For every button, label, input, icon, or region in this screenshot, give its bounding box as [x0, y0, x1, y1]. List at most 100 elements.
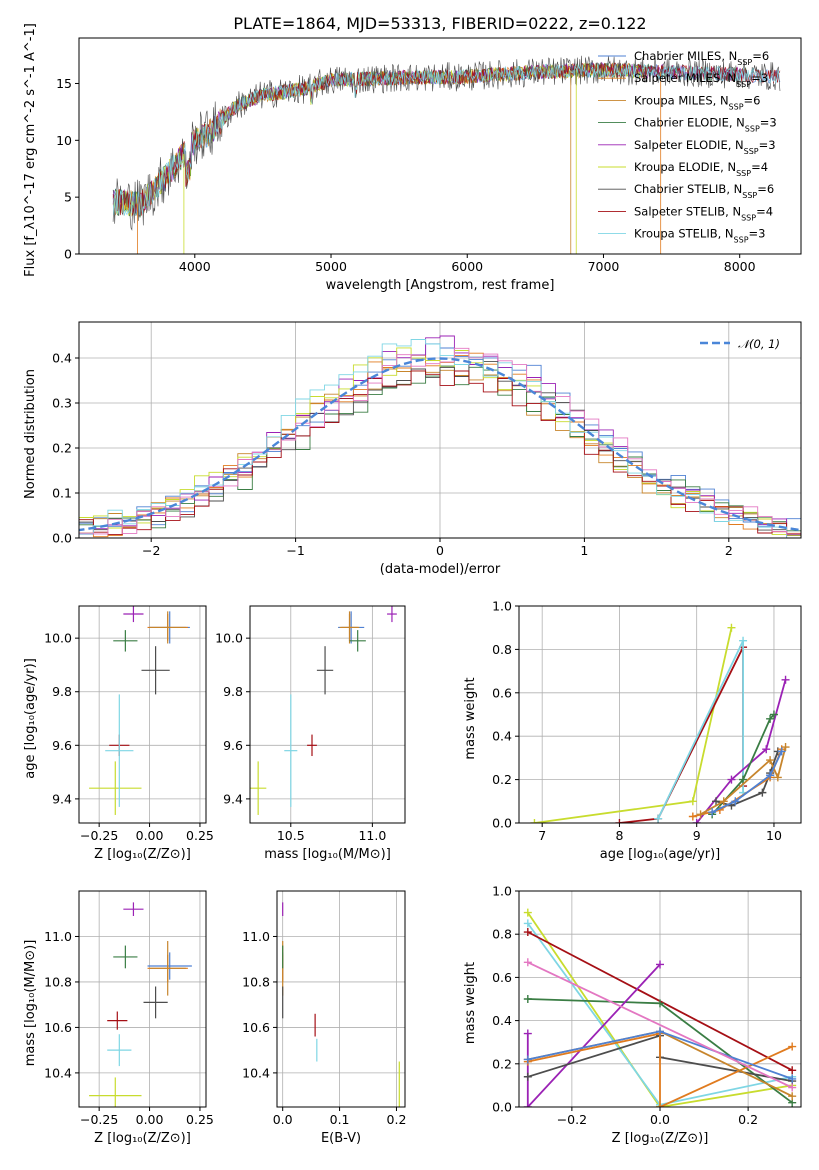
spectrum-series-line: [112, 63, 781, 216]
weight-marker: [773, 773, 782, 782]
axes-frame: [276, 890, 406, 1108]
y-tick-label: 10.8: [44, 974, 72, 989]
y-tick-label: 9.4: [52, 791, 72, 806]
y-tick-label: 0.6: [492, 685, 512, 700]
x-tick-label: 7: [538, 828, 546, 843]
axes-frame: [78, 605, 207, 824]
legend-value: =3: [751, 71, 768, 85]
spectrum-lines: [112, 55, 781, 254]
weight-marker: [696, 810, 705, 819]
weight-marker: [788, 1083, 797, 1092]
weight-marker: [688, 812, 697, 821]
x-tick-label: 0.0: [650, 1112, 670, 1127]
legend-value: =6: [744, 93, 761, 107]
legend-subscript: SSP: [741, 213, 756, 222]
weight-marker: [731, 797, 740, 806]
x-tick-label: 0.25: [186, 1112, 214, 1127]
weight-marker: [523, 908, 532, 917]
weight-marker: [788, 1092, 797, 1101]
x-tick-label: 8000: [724, 259, 756, 274]
x-tick-label: −1: [286, 543, 304, 558]
y-tick-label: 0.2: [492, 1056, 512, 1071]
legend-subscript: SSP: [736, 80, 751, 89]
x-tick-label: −0.25: [80, 1112, 118, 1127]
x-tick-label: 0.2: [387, 1112, 407, 1127]
weight-marker: [656, 1027, 664, 1036]
weight-marker: [727, 775, 736, 784]
weight-marker: [523, 958, 532, 967]
y-tick-label: 10.0: [44, 631, 72, 646]
weight-line: [692, 748, 783, 818]
axes-frame: [249, 605, 406, 824]
y-tick-label: 0.4: [52, 351, 72, 366]
x-tick-label: −0.25: [80, 828, 118, 843]
weight-marker: [708, 808, 717, 817]
y-tick-label: 10.0: [215, 631, 243, 646]
x-axis-label: (data-model)/error: [380, 562, 501, 577]
x-tick-label: −2: [142, 543, 160, 558]
errorbar-points: [250, 606, 397, 815]
weight-line: [619, 646, 744, 823]
y-tick-label: 10.8: [242, 974, 270, 989]
y-tick-label: 11.0: [44, 929, 72, 944]
weight-line: [527, 912, 793, 1107]
y-tick-label: 0.2: [52, 441, 72, 456]
axes-frame: [78, 890, 207, 1108]
weight-marker: [788, 1066, 797, 1075]
x-tick-label: 7000: [588, 259, 620, 274]
x-tick-label: −0.2: [557, 1112, 587, 1127]
x-axis-label: Z [log₁₀(Z/Z⊙)]: [94, 847, 191, 862]
weight-marker: [523, 1029, 532, 1038]
y-tick-label: 9.8: [52, 684, 72, 699]
legend-subscript: SSP: [745, 124, 760, 133]
y-tick-label: 0.2: [492, 772, 512, 787]
weight-marker: [727, 623, 736, 632]
x-tick-label: 9: [693, 828, 701, 843]
axes-frame: [78, 37, 802, 255]
legend-entry: Salpeter MILES, NSSP=3: [634, 71, 768, 89]
legend-subscript: SSP: [737, 58, 752, 67]
legend-subscript: SSP: [729, 102, 744, 111]
weight-line: [711, 751, 783, 813]
axes-frame: [518, 605, 802, 824]
x-tick-label: 0.1: [330, 1112, 350, 1127]
legend-subscript: SSP: [734, 235, 749, 244]
legend-entry: Chabrier MILES, NSSP=6: [634, 49, 769, 67]
y-tick-label: 1.0: [492, 599, 512, 614]
weight-line: [527, 1032, 793, 1107]
x-tick-label: 8: [615, 828, 623, 843]
legend-value: =3: [759, 138, 776, 152]
weight-marker: [719, 797, 728, 806]
legend-value: =6: [757, 182, 774, 196]
weight-marker: [712, 797, 721, 806]
weight-marker: [523, 1072, 532, 1081]
histograms: [79, 335, 801, 538]
x-tick-label: 1: [580, 543, 588, 558]
legend-entry: 𝒩(0, 1): [738, 337, 780, 351]
histogram-step: [79, 370, 801, 538]
weight-marker: [656, 999, 664, 1008]
legend-value: =6: [752, 49, 769, 63]
y-axis-label: Flux [f_λ10^-17 erg cm^-2 s^-1 A^-1]: [23, 23, 38, 277]
weight-marker: [766, 714, 775, 723]
figure-title: PLATE=1864, MJD=53313, FIBERID=0222, z=0…: [233, 14, 646, 33]
weight-marker: [523, 919, 532, 928]
weight-marker: [769, 710, 778, 719]
y-axis-label: Normed distribution: [23, 369, 38, 499]
y-tick-label: 10.4: [44, 1065, 72, 1080]
y-tick-label: 10.6: [242, 1020, 270, 1035]
legend-entry: Kroupa MILES, NSSP=6: [634, 93, 760, 111]
y-tick-label: 1.0: [492, 884, 512, 899]
y-tick-label: 11.0: [242, 929, 270, 944]
weight-marker: [656, 960, 664, 969]
y-tick-label: 10.6: [44, 1020, 72, 1035]
errorbar-points: [282, 902, 400, 1107]
weight-marker: [688, 797, 697, 806]
y-tick-label: 9.6: [52, 738, 72, 753]
legend-entry: Chabrier STELIB, NSSP=6: [634, 182, 774, 200]
x-tick-label: 0.00: [136, 1112, 164, 1127]
y-tick-label: 5: [64, 190, 72, 205]
y-tick-label: 9.8: [223, 684, 243, 699]
weight-marker: [615, 819, 624, 823]
